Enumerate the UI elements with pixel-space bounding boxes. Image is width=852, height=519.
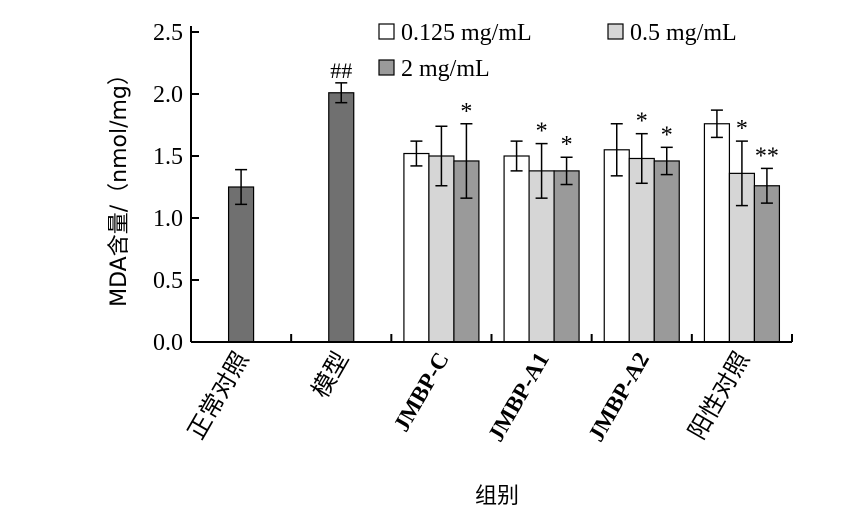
- error-bars-group: [235, 82, 773, 207]
- bar-s1: [328, 92, 355, 343]
- bar-g1-4: [628, 157, 655, 343]
- significance-mark-g1-3: *: [536, 119, 548, 145]
- x-tick-label-5: 阳性对照: [683, 347, 755, 444]
- bar-g0-4: [603, 149, 630, 343]
- x-tick-label-0: 正常对照: [182, 347, 254, 444]
- significance-mark-g2-2: *: [460, 99, 472, 125]
- bar-s0: [227, 186, 255, 343]
- bar-g0-3: [503, 155, 530, 343]
- significance-mark-g2-5: **: [755, 143, 779, 169]
- x-tick-label-2: JMBP-C: [389, 348, 454, 436]
- legend-label-1: 0.5 mg/mL: [630, 20, 737, 46]
- legend-label-0: 0.125 mg/mL: [401, 20, 532, 46]
- bar-g2-4: [653, 160, 680, 343]
- legend-swatch-1: [607, 23, 624, 40]
- y-tick-label-4: 2.0: [153, 82, 183, 108]
- bar-g1-3: [528, 170, 555, 343]
- significance-mark-s1: ##: [330, 58, 352, 83]
- x-axis-label: 组别: [475, 484, 519, 509]
- bar-g2-2: [453, 160, 480, 343]
- bars-group: [227, 92, 781, 343]
- y-axis-label: MDA含量/（nmol/mg）: [107, 63, 132, 307]
- significance-mark-g2-3: *: [561, 132, 573, 158]
- significance-mark-g1-4: *: [636, 109, 648, 135]
- x-tick-label-1: 模型: [306, 347, 354, 403]
- bar-g2-3: [553, 170, 580, 343]
- bar-g1-2: [428, 155, 455, 343]
- y-tick-label-2: 1.0: [153, 206, 183, 232]
- significance-mark-g2-4: *: [661, 122, 673, 148]
- bar-g2-5: [753, 185, 781, 343]
- legend-swatch-0: [378, 23, 395, 40]
- bar-g0-2: [403, 152, 430, 343]
- x-tick-label-3: JMBP-A1: [483, 348, 554, 446]
- x-tick-label-4: JMBP-A2: [583, 348, 654, 446]
- significance-mark-g1-5: *: [736, 116, 748, 142]
- legend: 0.125 mg/mL 0.5 mg/mL 2 mg/mL: [378, 20, 737, 82]
- significance-marks-group: ##* * *** ***: [330, 58, 779, 170]
- legend-swatch-2: [378, 59, 395, 76]
- y-tick-label-0: 0.0: [153, 330, 183, 356]
- y-tick-label-1: 0.5: [153, 268, 183, 294]
- y-tick-label-3: 1.5: [153, 144, 183, 170]
- legend-label-2: 2 mg/mL: [401, 56, 490, 82]
- y-tick-label-5: 2.5: [153, 20, 183, 46]
- bar-g0-5: [703, 123, 731, 343]
